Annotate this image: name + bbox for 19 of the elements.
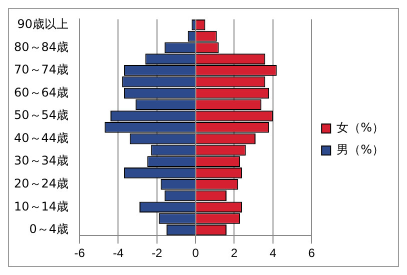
y-tick-label: 90歳以上 [17, 17, 69, 32]
y-tick-label: 10～14歳 [14, 199, 69, 214]
legend-label: 男（%） [336, 142, 384, 157]
y-tick-label: 0～4歳 [29, 222, 69, 236]
x-tick-label: 0 [192, 246, 200, 260]
x-tick-label: -4 [112, 246, 124, 260]
x-tick-label: 4 [270, 246, 277, 260]
y-tick-label: 50～54歳 [14, 108, 69, 122]
x-tick-label: 2 [230, 246, 238, 260]
y-tick-label: 80～84歳 [14, 40, 69, 54]
x-tick-label: 6 [308, 246, 316, 260]
y-tick-label: 40～44歳 [14, 130, 69, 145]
y-tick-label: 70～74歳 [14, 62, 69, 77]
legend-label: 女（%） [336, 120, 384, 135]
x-tick-label: -2 [152, 246, 163, 260]
y-tick-label: 60～64歳 [14, 85, 69, 100]
x-tick-label: -6 [74, 246, 86, 260]
y-tick-label: 20～24歳 [14, 176, 69, 190]
y-tick-label: 30～34歳 [14, 154, 69, 168]
